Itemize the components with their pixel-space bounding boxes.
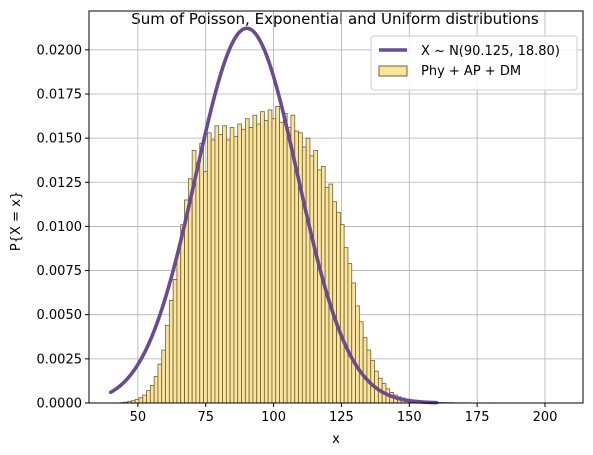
y-tick-label: 0.0100 xyxy=(37,220,83,235)
legend-label-normal: X ~ N(90.125, 18.80) xyxy=(421,44,560,59)
y-tick-label: 0.0000 xyxy=(37,397,83,412)
histogram-bar xyxy=(279,121,284,404)
histogram-bar xyxy=(161,349,166,404)
x-tick-label: 50 xyxy=(130,410,147,425)
histogram-bar xyxy=(233,135,239,404)
y-tick-label: 0.0050 xyxy=(37,308,83,323)
histogram-bar xyxy=(313,150,318,404)
x-tick-label: 175 xyxy=(465,410,490,425)
histogram-bar xyxy=(260,111,265,404)
histogram-bar xyxy=(206,132,212,404)
histogram-bar xyxy=(180,224,185,404)
legend-frame xyxy=(370,35,578,91)
y-tick-label: 0.0200 xyxy=(37,43,83,58)
histogram-bar xyxy=(138,397,144,404)
histogram-bar xyxy=(195,162,201,404)
histogram-bar xyxy=(362,337,368,404)
x-tick-label: 200 xyxy=(533,410,558,425)
histogram-bar xyxy=(225,139,231,404)
histogram-bar xyxy=(271,118,277,404)
histogram-bar xyxy=(366,349,372,404)
histogram-bar xyxy=(218,134,223,404)
histogram-bar xyxy=(176,252,182,404)
histogram-bar xyxy=(267,109,273,404)
legend-label-histogram: Phy + AP + DM xyxy=(421,64,521,79)
histogram-bar xyxy=(336,211,341,404)
x-axis-ticks: 50 75 100 125 150 175 200 xyxy=(130,403,558,425)
y-tick-label: 0.0175 xyxy=(37,87,83,102)
legend: X ~ N(90.125, 18.80) Phy + AP + DM xyxy=(370,35,578,91)
histogram-bar xyxy=(199,143,204,404)
histogram-bar xyxy=(248,127,254,404)
histogram-bar xyxy=(146,390,151,404)
histogram-bar xyxy=(184,199,189,404)
y-axis-ticks: 0.0000 0.0025 0.0050 0.0075 0.0100 0.0125 0.01… xyxy=(37,43,89,412)
histogram-bar xyxy=(275,105,280,404)
histogram-bar xyxy=(347,263,353,404)
x-tick-label: 150 xyxy=(397,410,422,425)
histogram-bar xyxy=(203,171,208,404)
histogram-bar xyxy=(358,321,364,404)
histogram-bar xyxy=(210,139,216,404)
histogram-bar xyxy=(142,394,147,404)
histogram-bar xyxy=(298,132,303,404)
histogram-bar xyxy=(134,399,140,404)
histogram-bar xyxy=(282,113,288,404)
histogram-bar xyxy=(244,118,250,404)
y-tick-label: 0.0150 xyxy=(37,132,83,147)
histogram-bar xyxy=(286,127,292,404)
histogram-bar xyxy=(305,137,311,404)
histogram-bar xyxy=(301,146,307,404)
histogram-bar xyxy=(168,300,174,404)
x-tick-label: 75 xyxy=(197,410,214,425)
histogram-bar xyxy=(149,384,155,404)
x-tick-label: 100 xyxy=(261,410,286,425)
plot-frame xyxy=(88,10,584,404)
histogram-bar xyxy=(237,123,242,404)
histogram-bar xyxy=(351,282,356,404)
histogram-bar xyxy=(153,376,159,404)
histogram-bar xyxy=(229,127,235,404)
x-tick-label: 125 xyxy=(329,410,354,425)
histogram-bars xyxy=(119,105,494,404)
histogram-bar xyxy=(263,120,269,404)
histogram-bar xyxy=(214,125,220,404)
histogram-bar xyxy=(165,324,170,404)
y-tick-label: 0.0075 xyxy=(37,264,83,279)
y-axis-label: P{X = x} xyxy=(9,191,24,251)
histogram-bar xyxy=(172,278,178,404)
legend-bar-swatch xyxy=(378,65,408,77)
y-tick-label: 0.0025 xyxy=(37,352,83,367)
histogram-bar xyxy=(332,201,337,404)
x-axis-label: x xyxy=(332,432,340,447)
histogram-bar xyxy=(339,224,345,404)
histogram-bar xyxy=(343,247,349,404)
histogram-bar xyxy=(222,125,227,404)
histogram-bar xyxy=(355,305,360,404)
histogram-bar xyxy=(309,155,315,404)
histogram-bar xyxy=(252,114,258,404)
chart-title: Sum of Poisson, Exponential and Uniform … xyxy=(131,10,539,28)
y-tick-label: 0.0125 xyxy=(37,176,83,191)
histogram-bar xyxy=(328,183,334,404)
histogram-bar xyxy=(157,363,163,404)
normal-curve xyxy=(108,26,439,405)
histogram-bar xyxy=(256,123,261,404)
histogram-bar xyxy=(241,128,246,404)
histogram-bar xyxy=(317,169,322,404)
